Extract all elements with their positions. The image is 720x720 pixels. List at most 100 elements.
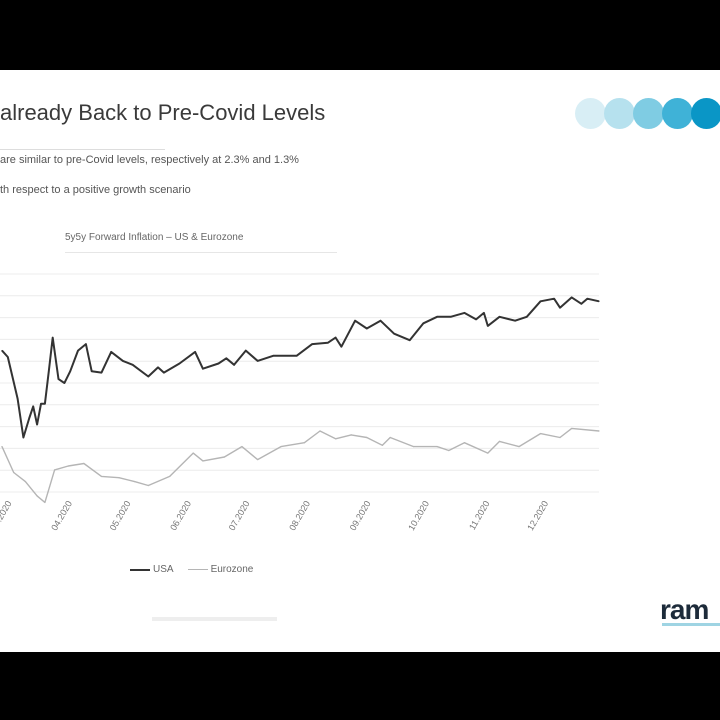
data-point-usa: [580, 303, 583, 305]
legend-eurozone: Eurozone: [187, 564, 253, 575]
data-point-usa: [163, 372, 165, 374]
data-point-usa: [122, 360, 124, 362]
data-point-usa: [463, 312, 465, 314]
bullet-2: th respect to a positive growth scenario: [0, 184, 191, 196]
data-point-usa: [450, 316, 452, 318]
decorative-dot: [604, 98, 635, 129]
data-point-eurozone: [36, 495, 38, 497]
data-point-usa: [202, 368, 204, 370]
data-point-eurozone: [67, 465, 69, 467]
data-point-eurozone: [598, 430, 600, 432]
data-point-eurozone: [169, 475, 171, 478]
data-point-eurozone: [319, 430, 321, 432]
data-point-usa: [110, 351, 112, 353]
x-tick-label: 03.2020: [0, 499, 14, 532]
data-point-usa: [16, 397, 19, 400]
company-logo: ram: [660, 594, 709, 625]
x-tick-label: 04.2020: [49, 499, 74, 532]
series-line-eurozone: [1, 427, 600, 504]
data-point-eurozone: [448, 449, 450, 452]
data-point-usa: [1, 349, 3, 352]
data-point-usa: [147, 375, 149, 378]
decorative-dot: [662, 98, 693, 129]
data-point-usa: [526, 316, 528, 318]
title-divider: [0, 149, 165, 150]
data-point-eurozone: [334, 438, 337, 440]
data-point-usa: [69, 370, 71, 372]
data-point-eurozone: [436, 445, 438, 448]
data-point-usa: [40, 403, 42, 405]
data-point-eurozone: [13, 471, 15, 474]
data-point-eurozone: [241, 445, 243, 448]
data-point-eurozone: [54, 469, 56, 471]
data-point-usa: [340, 346, 343, 348]
data-point-usa: [44, 403, 46, 405]
slide-title: already Back to Pre-Covid Levels: [0, 100, 326, 125]
data-point-usa: [217, 362, 220, 365]
data-point-eurozone: [350, 434, 352, 436]
chart-legend: USA Eurozone: [130, 564, 267, 575]
data-point-eurozone: [366, 436, 368, 439]
series-line-usa: [1, 296, 600, 439]
data-point-eurozone: [498, 440, 501, 442]
legend-swatch-usa: [130, 568, 150, 571]
data-point-usa: [354, 320, 356, 322]
decorative-dots: [575, 98, 720, 129]
data-point-usa: [295, 355, 298, 357]
data-point-eurozone: [256, 458, 259, 461]
data-point-usa: [311, 343, 313, 345]
data-point-eurozone: [24, 481, 26, 483]
data-point-eurozone: [202, 460, 204, 462]
data-point-usa: [514, 320, 516, 322]
data-point-usa: [57, 378, 60, 380]
legend-usa: USA: [130, 564, 174, 575]
data-point-usa: [157, 366, 159, 369]
data-point-usa: [28, 417, 30, 419]
x-tick-label: 10.2020: [406, 499, 431, 532]
data-point-usa: [63, 382, 65, 384]
data-point-eurozone: [83, 462, 85, 465]
data-point-eurozone: [389, 436, 391, 439]
data-point-usa: [559, 307, 561, 309]
data-point-eurozone: [571, 427, 573, 430]
decorative-dot: [633, 98, 664, 129]
data-point-usa: [393, 333, 395, 335]
data-point-usa: [571, 296, 573, 298]
data-point-usa: [245, 349, 247, 352]
data-point-usa: [48, 370, 50, 372]
x-tick-label: 06.2020: [168, 499, 193, 532]
data-point-usa: [598, 300, 600, 302]
data-point-usa: [553, 298, 555, 300]
x-tick-label: 08.2020: [287, 499, 312, 532]
data-point-eurozone: [223, 456, 225, 458]
data-point-usa: [85, 343, 87, 345]
data-point-eurozone: [44, 501, 46, 503]
x-tick-label: 09.2020: [348, 499, 373, 532]
data-point-usa: [194, 351, 196, 353]
data-point-usa: [586, 298, 588, 300]
data-point-eurozone: [539, 433, 542, 435]
data-point-eurozone: [134, 481, 136, 483]
data-point-eurozone: [118, 477, 120, 479]
data-point-eurozone: [487, 452, 489, 454]
data-point-usa: [100, 372, 103, 374]
legend-label-usa: USA: [153, 564, 174, 575]
data-point-usa: [539, 300, 542, 302]
data-point-usa: [379, 320, 382, 322]
bullet-1: are similar to pre-Covid levels, respect…: [0, 154, 299, 166]
data-point-usa: [256, 360, 259, 362]
data-point-usa: [498, 316, 501, 318]
data-point-usa: [178, 362, 181, 365]
legend-swatch-eurozone: [187, 569, 208, 570]
data-point-usa: [422, 322, 424, 324]
data-point-eurozone: [381, 444, 384, 446]
chart-title: 5y5y Forward Inflation – US & Eurozone: [65, 232, 244, 243]
data-point-eurozone: [280, 445, 282, 448]
data-point-usa: [7, 356, 9, 358]
decorative-dot: [691, 98, 720, 129]
data-point-usa: [483, 312, 485, 314]
data-point-usa: [32, 405, 34, 407]
data-point-eurozone: [559, 436, 561, 439]
data-point-usa: [91, 370, 93, 372]
